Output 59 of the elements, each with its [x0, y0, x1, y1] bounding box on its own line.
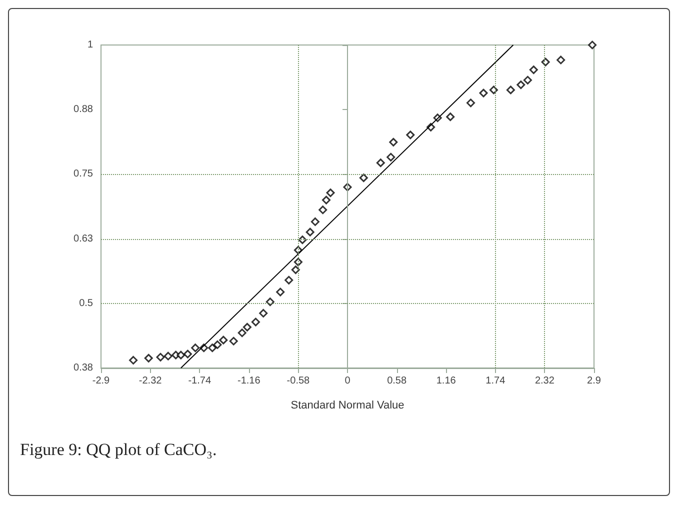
x-tick-label: -2.32: [138, 376, 162, 386]
x-tick-label: 2.32: [534, 376, 555, 386]
x-tick-label: 0: [344, 376, 351, 386]
x-tick-label: -0.58: [286, 376, 310, 386]
point: [144, 354, 153, 362]
point: [489, 86, 498, 94]
x-tick-label: -1.16: [238, 376, 261, 386]
point: [251, 318, 260, 326]
point: [318, 206, 328, 214]
point: [164, 352, 172, 360]
point: [259, 308, 268, 318]
point: [523, 76, 532, 84]
y-tick-label: 0.5: [79, 298, 94, 309]
x-tick-label: 0.58: [387, 376, 407, 386]
point: [446, 112, 455, 122]
x-tick-label: 1.74: [486, 376, 506, 386]
y-tick-label: 0.75: [74, 168, 94, 180]
point: [466, 98, 475, 108]
x-tick-label: -2.9: [92, 376, 110, 386]
point: [541, 58, 550, 66]
y-tick-label: 0.63: [74, 233, 94, 244]
point: [359, 174, 368, 182]
caption: Figure 9: QQ plot of CaCO₃.: [20, 440, 217, 460]
point: [389, 138, 398, 146]
point: [291, 266, 300, 274]
point: [242, 322, 252, 332]
x-tick-label: 1.16: [436, 376, 456, 386]
point: [129, 356, 138, 364]
point: [276, 288, 285, 296]
point: [322, 196, 330, 204]
point: [156, 352, 165, 362]
point: [266, 298, 274, 306]
point: [219, 336, 228, 344]
point: [310, 217, 320, 226]
point: [529, 66, 538, 74]
point: [229, 336, 238, 346]
point: [191, 344, 200, 352]
point: [284, 276, 294, 284]
point: [516, 80, 526, 90]
y-tick-label: 0.88: [74, 104, 94, 116]
x-tick-label: 2.9: [587, 376, 602, 386]
point: [406, 130, 415, 140]
point: [183, 350, 192, 358]
point: [506, 86, 515, 94]
x-axis-title: Standard Normal Value: [290, 400, 404, 412]
y-tick-label: 0.38: [74, 362, 94, 374]
point: [208, 344, 217, 352]
x-tick-label: -1.74: [188, 376, 212, 386]
point: [556, 56, 566, 64]
point: [479, 88, 488, 98]
point: [213, 340, 222, 349]
point: [376, 158, 385, 168]
y-tick-label: 1: [87, 40, 94, 50]
point: [176, 350, 186, 360]
point: [306, 228, 314, 236]
point: [238, 328, 246, 338]
point: [326, 188, 335, 198]
point: [588, 40, 597, 50]
point: [386, 152, 396, 162]
